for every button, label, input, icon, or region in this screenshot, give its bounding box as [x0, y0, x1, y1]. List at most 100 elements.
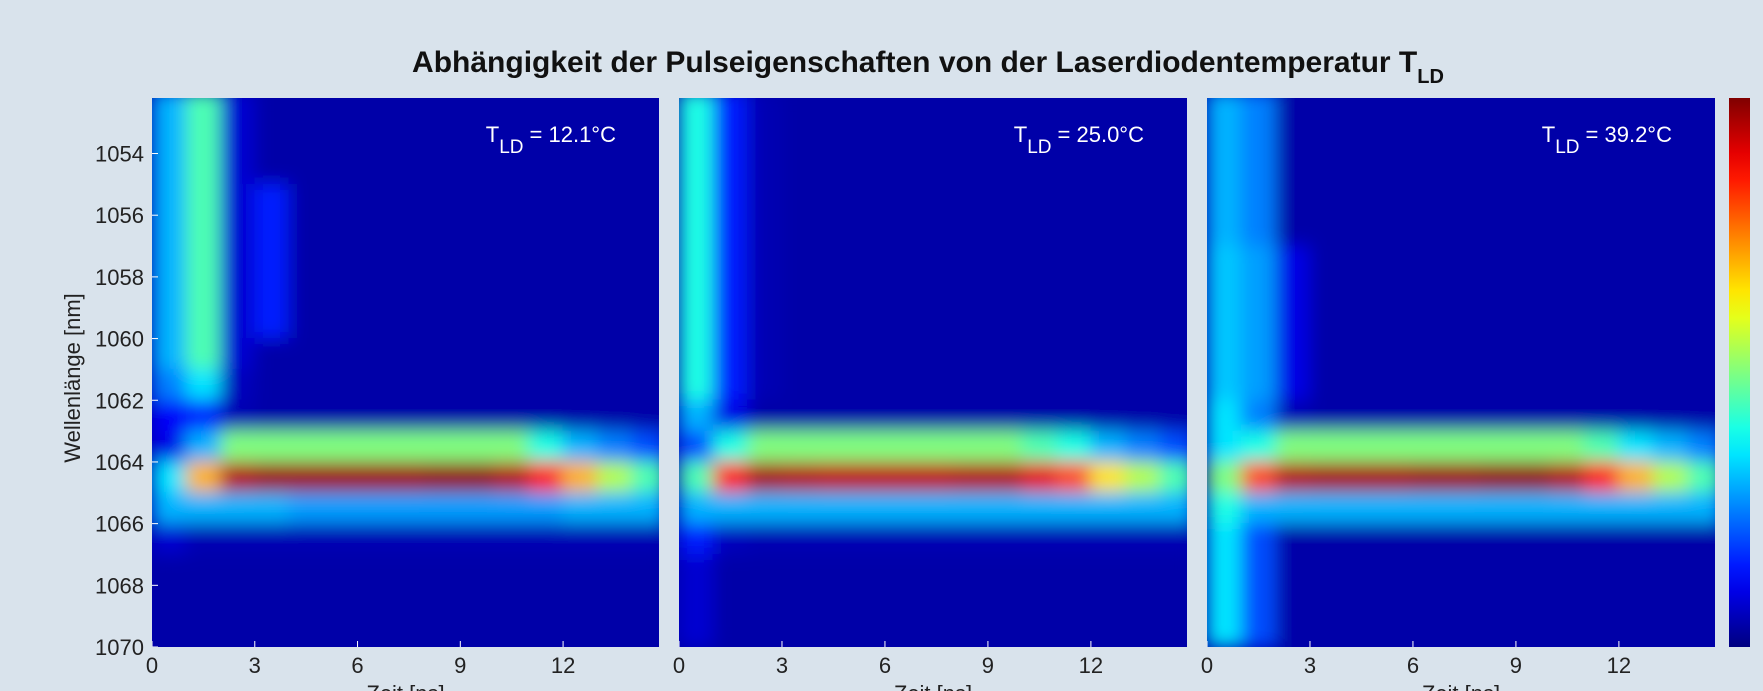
heatmap-cell: [288, 122, 324, 155]
heatmap-cell: [185, 461, 222, 494]
heatmap-cell: [1549, 523, 1586, 555]
heatmap-cell: [987, 399, 1023, 432]
heatmap-cell: [254, 338, 290, 370]
heatmap-cell: [850, 523, 886, 555]
heatmap-cell: [1481, 368, 1517, 401]
heatmap-cell: [1378, 492, 1414, 525]
heatmap-cell: [1343, 461, 1380, 494]
heatmap-cell: [1159, 338, 1187, 370]
heatmap-cell: [1207, 461, 1242, 494]
heatmap-cell: [1481, 98, 1517, 124]
heatmap-cell: [712, 276, 749, 309]
heatmap-cell: [459, 553, 496, 586]
heatmap-cell: [562, 338, 598, 370]
heatmap-cell: [1159, 399, 1187, 432]
heatmap-cell: [850, 245, 886, 278]
heatmap-cell: [1207, 245, 1242, 278]
heatmap-cell: [1090, 338, 1126, 370]
heatmap-cell: [1481, 338, 1517, 370]
heatmap-cell: [459, 338, 496, 370]
x-tick-label: 9: [1510, 653, 1522, 678]
heatmap-cell: [1652, 430, 1689, 463]
annotation-symbol: T: [486, 122, 499, 147]
heatmap-cell: [1159, 183, 1187, 216]
heatmap-cell: [850, 276, 886, 309]
heatmap-cell: [712, 615, 749, 647]
heatmap-cell: [747, 245, 783, 278]
heatmap-cell: [1515, 245, 1551, 278]
heatmap-cell: [1056, 584, 1092, 617]
heatmap-cell: [712, 153, 749, 185]
heatmap-cell: [1343, 368, 1380, 401]
heatmap-cell: [185, 523, 222, 555]
heatmap-cell: [1687, 153, 1715, 185]
heatmap-cell: [1207, 492, 1242, 525]
heatmap-cell: [747, 615, 783, 647]
heatmap-cell: [1652, 276, 1689, 309]
heatmap-cell: [254, 399, 290, 432]
heatmap-cell: [1090, 214, 1126, 247]
heatmap-cell: [596, 338, 633, 370]
heatmap-cell: [987, 183, 1023, 216]
heatmap-cell: [1124, 399, 1161, 432]
heatmap-cell: [185, 430, 222, 463]
heatmap-cell: [1275, 245, 1311, 278]
heatmap-cell: [322, 399, 359, 432]
heatmap-cell: [1159, 523, 1187, 555]
heatmap-cell: [185, 584, 222, 617]
heatmap-cell: [596, 584, 633, 617]
heatmap-cell: [322, 122, 359, 155]
heatmap-cell: [425, 492, 461, 525]
heatmap-cell: [1309, 523, 1345, 555]
heatmap-cell: [494, 214, 530, 247]
heatmap-cell: [1515, 399, 1551, 432]
heatmap-cell: [1159, 214, 1187, 247]
heatmap-cell: [1343, 584, 1380, 617]
heatmap-cell: [918, 584, 955, 617]
heatmap-cell: [815, 183, 852, 216]
heatmap-cell: [1378, 214, 1414, 247]
heatmap-cell: [631, 338, 659, 370]
heatmap-cell: [1481, 523, 1517, 555]
heatmap-cell: [322, 276, 359, 309]
heatmap-cell: [357, 153, 393, 185]
heatmap-cell: [987, 553, 1023, 586]
heatmap-cell: [152, 338, 187, 370]
heatmap-cell: [953, 523, 989, 555]
heatmap-cell: [1549, 276, 1586, 309]
heatmap-cell: [254, 584, 290, 617]
heatmap-cell: [1021, 276, 1058, 309]
heatmap-cell: [596, 307, 633, 340]
heatmap-cell: [884, 461, 920, 494]
heatmap-cell: [1584, 214, 1620, 247]
heatmap-cell: [1446, 399, 1483, 432]
heatmap-cell: [1446, 276, 1483, 309]
heatmap-cell: [1584, 98, 1620, 124]
heatmap-cell: [953, 584, 989, 617]
heatmap-cell: [254, 492, 290, 525]
heatmap-cell: [712, 122, 749, 155]
heatmap-cell: [1090, 98, 1126, 124]
heatmap-cell: [747, 276, 783, 309]
heatmap-cell: [322, 615, 359, 647]
heatmap-cell: [1021, 584, 1058, 617]
heatmap-cell: [288, 368, 324, 401]
heatmap-cell: [679, 214, 714, 247]
heatmap-cell: [425, 553, 461, 586]
heatmap-cell: [1481, 153, 1517, 185]
heatmap-cell: [1687, 584, 1715, 617]
heatmap-cell: [562, 276, 598, 309]
heatmap-cell: [1056, 338, 1092, 370]
heatmap-cell: [1275, 553, 1311, 586]
heatmap-cell: [391, 245, 427, 278]
heatmap-cell: [1056, 523, 1092, 555]
annotation-subscript: LD: [499, 137, 523, 158]
heatmap-cell: [1481, 399, 1517, 432]
y-tick-label: 1056: [95, 203, 144, 228]
heatmap-cell: [918, 276, 955, 309]
heatmap-cell: [1124, 122, 1161, 155]
heatmap-cell: [1549, 307, 1586, 340]
heatmap-cell: [850, 98, 886, 124]
annotation-symbol: T: [1014, 122, 1027, 147]
heatmap-cell: [596, 276, 633, 309]
